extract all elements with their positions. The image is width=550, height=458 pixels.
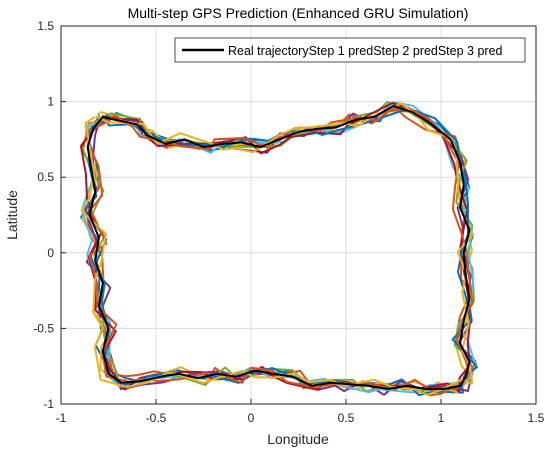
- x-tick-label: 1: [438, 411, 445, 425]
- y-axis-label: Latitude: [4, 190, 20, 240]
- legend-label: Real trajectoryStep 1 predStep 2 predSte…: [228, 44, 503, 58]
- axes-box: [60, 25, 537, 405]
- prediction-line: [80, 102, 474, 396]
- ticks: -1 -0.5 0 0.5 1 1.5 -1 -0.5 0 0.5 1 1.5: [33, 19, 544, 425]
- legend-box: [174, 37, 526, 63]
- y-tick-label: 0: [47, 246, 54, 260]
- y-tick-label: -0.5: [33, 321, 54, 335]
- y-tick-label: 1.5: [37, 19, 54, 33]
- x-tick-label: 0.5: [338, 411, 355, 425]
- x-axis-label: Longitude: [267, 431, 329, 447]
- y-tick-label: 0.5: [37, 170, 54, 184]
- prediction-line: [85, 106, 474, 393]
- legend: Real trajectoryStep 1 predStep 2 predSte…: [174, 37, 526, 63]
- x-tick-label: 0: [248, 411, 255, 425]
- prediction-line: [80, 101, 472, 393]
- y-tick-label: 1: [47, 95, 54, 109]
- chart-title: Multi-step GPS Prediction (Enhanced GRU …: [128, 5, 469, 21]
- y-tick-label: -1: [43, 397, 54, 411]
- real-trajectory-line: [86, 105, 471, 390]
- series-layer: [80, 100, 478, 397]
- x-tick-label: -1: [56, 411, 67, 425]
- x-tick-label: 1.5: [528, 411, 545, 425]
- x-tick-label: -0.5: [146, 411, 167, 425]
